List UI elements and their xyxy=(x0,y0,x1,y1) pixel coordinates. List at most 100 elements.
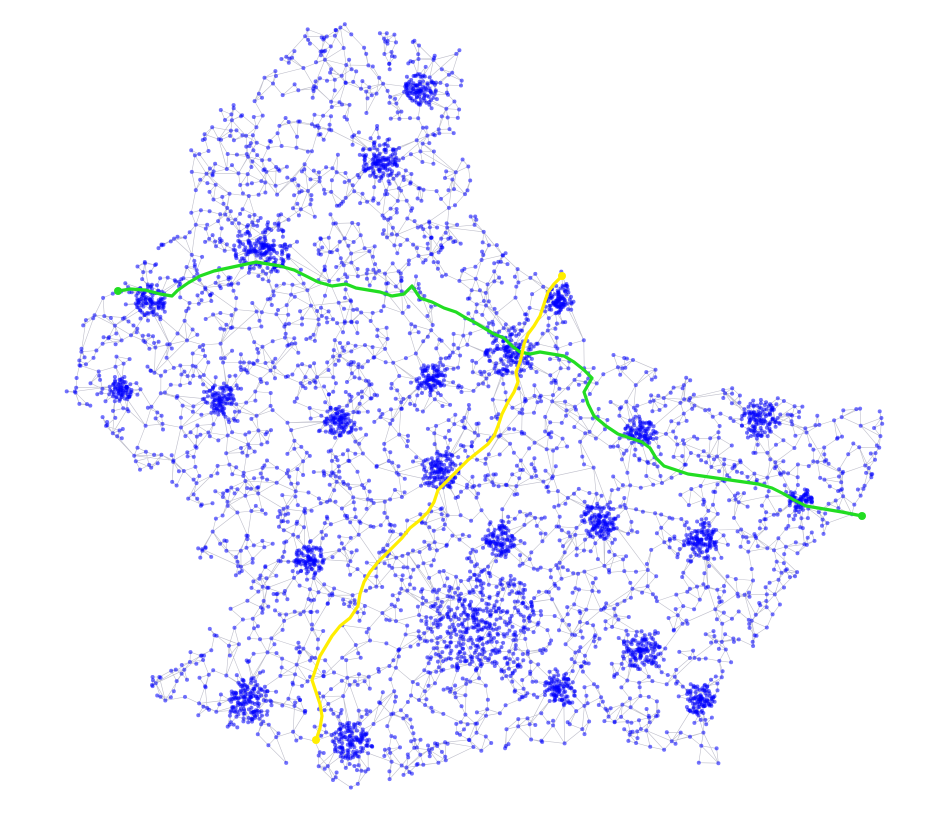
network-node xyxy=(338,754,343,759)
network-node xyxy=(858,493,863,498)
network-node xyxy=(195,496,200,501)
network-node xyxy=(310,622,314,627)
network-node xyxy=(429,388,433,393)
network-node xyxy=(538,565,543,570)
network-node xyxy=(255,732,260,737)
network-node xyxy=(260,344,265,349)
network-node xyxy=(424,598,429,603)
network-node xyxy=(474,217,479,222)
network-node xyxy=(331,416,336,421)
network-node xyxy=(371,722,376,726)
network-node xyxy=(255,223,260,228)
network-node xyxy=(406,551,410,556)
network-node xyxy=(634,507,639,512)
network-node xyxy=(150,683,154,687)
network-node xyxy=(458,513,463,518)
network-node xyxy=(317,428,322,433)
network-node xyxy=(573,404,577,409)
network-node xyxy=(470,370,475,375)
network-node xyxy=(218,541,223,546)
network-node xyxy=(480,249,485,254)
network-node xyxy=(520,467,525,472)
network-node xyxy=(797,409,802,414)
network-node xyxy=(455,662,459,667)
network-node xyxy=(835,436,839,441)
network-node xyxy=(311,168,316,173)
network-node xyxy=(471,388,476,393)
network-node xyxy=(438,356,443,361)
network-node xyxy=(527,305,532,310)
network-node xyxy=(669,419,674,424)
network-node xyxy=(419,198,424,203)
network-node xyxy=(330,166,335,171)
network-node xyxy=(563,399,568,404)
network-node xyxy=(601,521,606,526)
network-node xyxy=(795,570,800,575)
network-node xyxy=(332,586,337,591)
network-node xyxy=(409,172,414,176)
network-node xyxy=(629,720,634,725)
network-node xyxy=(301,281,306,286)
network-node xyxy=(561,544,565,549)
network-node xyxy=(126,319,131,324)
network-node xyxy=(535,400,540,405)
network-node xyxy=(435,659,440,664)
network-node xyxy=(331,354,335,359)
network-node xyxy=(195,271,200,276)
network-node xyxy=(598,505,602,510)
network-node xyxy=(357,441,362,446)
network-node xyxy=(823,511,828,516)
network-node xyxy=(247,214,252,219)
network-node xyxy=(560,320,565,325)
network-node xyxy=(681,383,686,388)
network-node xyxy=(478,579,483,584)
network-node xyxy=(380,585,385,589)
network-node xyxy=(707,523,712,528)
network-node xyxy=(753,612,758,617)
network-node xyxy=(552,581,557,586)
network-node xyxy=(364,432,369,437)
network-node xyxy=(322,268,327,273)
network-node xyxy=(475,655,480,660)
network-node xyxy=(234,128,239,133)
network-node xyxy=(772,466,777,471)
network-node xyxy=(452,99,457,104)
network-node xyxy=(269,428,273,433)
network-node xyxy=(528,660,533,664)
network-node xyxy=(554,284,559,288)
network-node xyxy=(350,739,355,743)
network-node xyxy=(348,734,353,738)
network-node xyxy=(654,599,659,604)
network-node xyxy=(479,258,484,262)
network-node xyxy=(767,580,772,585)
network-node xyxy=(839,480,844,485)
network-node xyxy=(377,700,382,705)
network-node xyxy=(863,463,868,468)
network-node xyxy=(162,295,167,300)
network-node xyxy=(207,236,212,241)
network-node xyxy=(341,429,346,433)
network-node xyxy=(417,381,422,386)
network-node xyxy=(261,168,266,173)
network-node xyxy=(293,341,298,346)
network-node xyxy=(657,408,662,412)
network-node xyxy=(171,365,176,370)
network-node xyxy=(337,353,342,358)
network-node xyxy=(510,679,515,684)
network-node xyxy=(405,700,410,704)
network-node xyxy=(247,326,252,331)
network-node xyxy=(662,747,667,752)
network-node xyxy=(415,393,420,398)
network-node xyxy=(234,152,239,157)
network-node xyxy=(309,303,313,308)
network-node xyxy=(351,495,356,500)
network-node xyxy=(188,430,193,435)
network-node xyxy=(441,363,445,368)
network-node xyxy=(353,439,358,444)
network-node xyxy=(477,652,482,657)
network-node xyxy=(577,373,582,378)
network-node xyxy=(704,516,709,521)
network-node xyxy=(480,642,485,647)
network-node xyxy=(316,753,321,758)
network-node xyxy=(346,756,350,761)
